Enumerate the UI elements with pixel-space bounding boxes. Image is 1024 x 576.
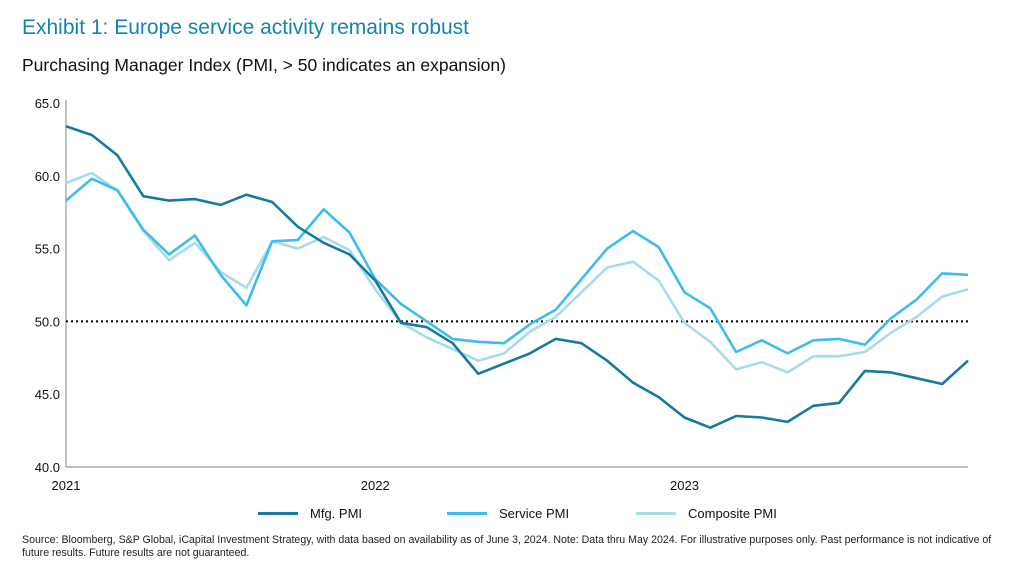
y-tick-label: 55.0 <box>35 242 60 257</box>
legend-swatch-mfg <box>258 512 298 515</box>
x-tick-label: 2022 <box>361 478 390 493</box>
legend-swatch-service <box>447 512 487 515</box>
source-note: Source: Bloomberg, S&P Global, iCapital … <box>22 534 992 559</box>
legend-label-mfg: Mfg. PMI <box>310 506 363 521</box>
series-line-composite-pmi <box>65 171 969 374</box>
y-tick-label: 60.0 <box>35 169 60 184</box>
legend-item-mfg: Mfg. PMI <box>258 506 362 521</box>
y-tick-label: 45.0 <box>35 387 60 402</box>
legend-item-composite: Composite PMI <box>636 506 777 521</box>
legend-label-composite: Composite PMI <box>688 506 777 521</box>
x-tick-label: 2021 <box>52 478 81 493</box>
series-line-mfg-pmi <box>65 125 969 430</box>
legend: Mfg. PMI Service PMI Composite PMI <box>0 506 1024 526</box>
legend-swatch-composite <box>636 512 676 515</box>
chart-title: Exhibit 1: Europe service activity remai… <box>22 16 470 39</box>
x-tick-label: 2023 <box>670 478 699 493</box>
legend-label-service: Service PMI <box>499 506 570 521</box>
legend-item-service: Service PMI <box>447 506 569 521</box>
chart-subtitle: Purchasing Manager Index (PMI, > 50 indi… <box>22 55 506 75</box>
y-tick-label: 65.0 <box>35 96 60 111</box>
y-tick-label: 40.0 <box>35 460 60 475</box>
y-tick-label: 50.0 <box>35 314 60 329</box>
series-line-service-pmi <box>65 177 969 355</box>
